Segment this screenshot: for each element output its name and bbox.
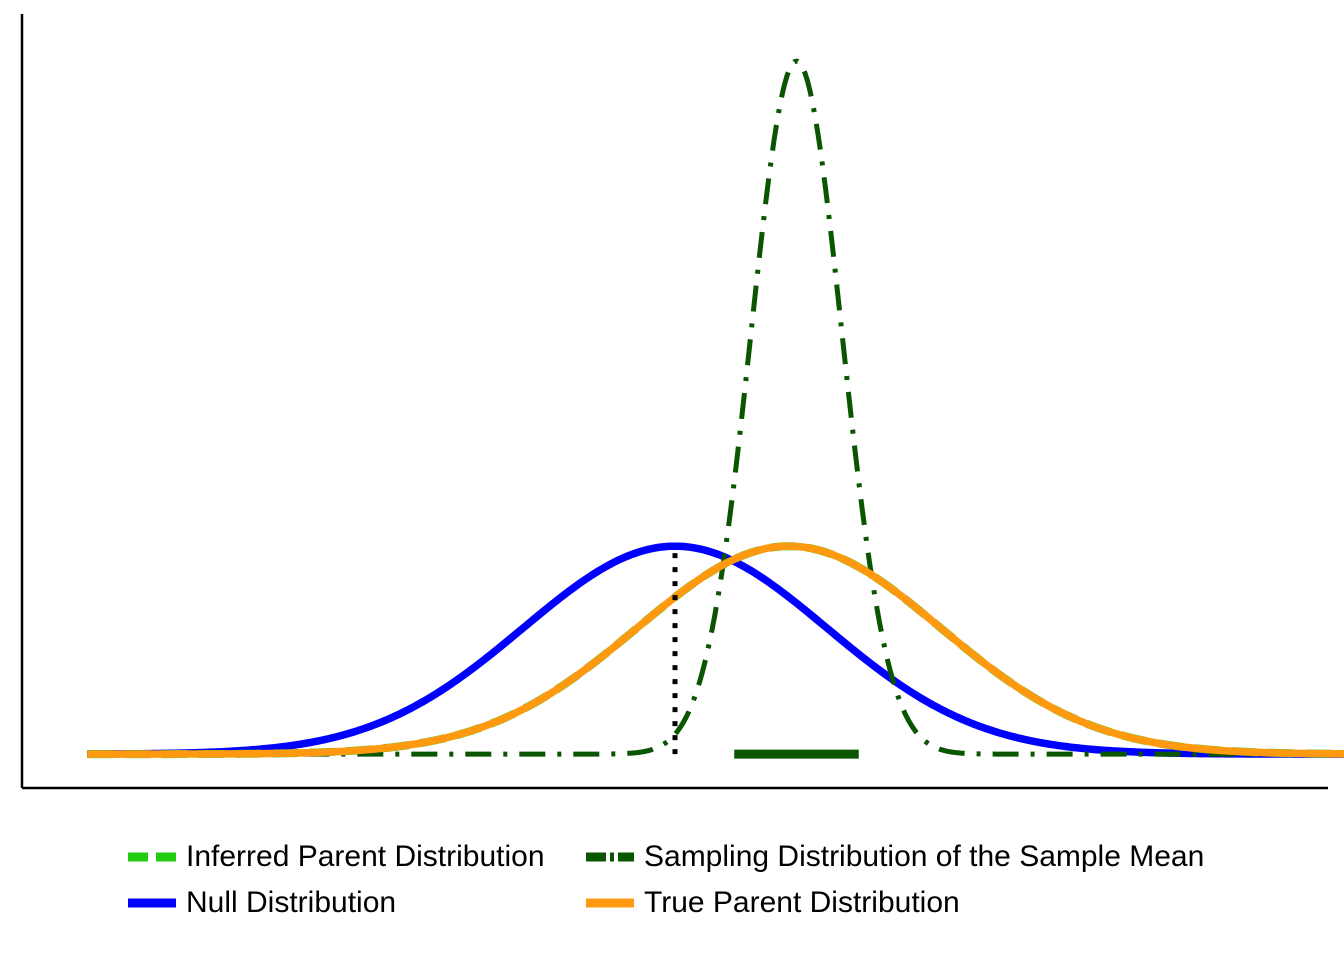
legend-label: Sampling Distribution of the Sample Mean [644,840,1205,873]
chart-axes [20,14,1328,790]
legend-item-inferred-parent: Inferred Parent Distribution [128,838,586,876]
legend-key-dashed-green [128,852,176,862]
legend-item-sampling-distribution: Sampling Distribution of the Sample Mean [586,838,1226,876]
legend-key-dashdot-darkgreen [586,852,634,862]
legend-item-true-parent: True Parent Distribution [586,884,1226,922]
legend-key-solid-blue [128,898,176,908]
legend-item-null-distribution: Null Distribution [128,884,586,922]
legend-key-solid-orange [586,898,634,908]
chart-marks [85,58,1344,759]
series-line-inferred-parent-distribution [85,542,1344,759]
legend-label: True Parent Distribution [644,886,960,919]
chart [20,14,1344,790]
legend: Inferred Parent Distribution Sampling Di… [128,838,1226,922]
legend-label: Null Distribution [186,886,397,919]
series-line-null-distribution [86,542,1344,758]
series-line-true-parent-distribution [86,542,1344,758]
legend-label: Inferred Parent Distribution [186,840,545,873]
series-line-sampling-distribution-of-the-sample-mean [87,58,1344,757]
